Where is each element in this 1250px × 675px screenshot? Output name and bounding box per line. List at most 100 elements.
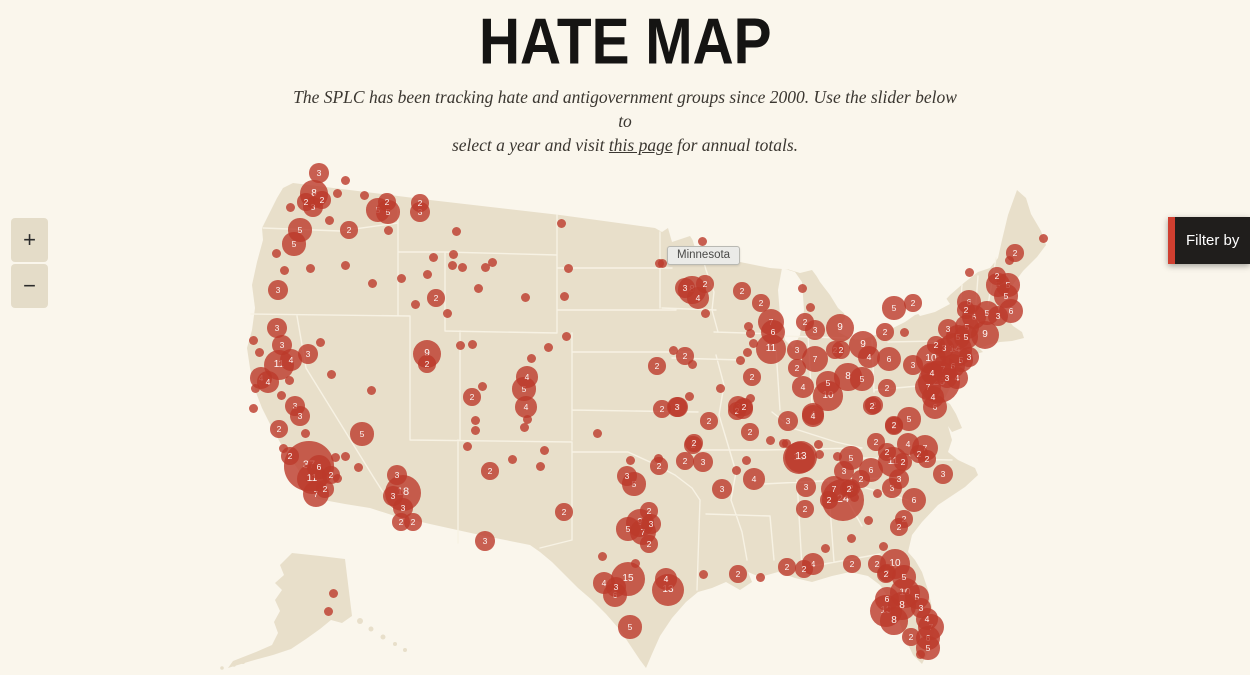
cluster-marker[interactable]: 2 [418, 355, 436, 373]
dot-marker[interactable] [899, 327, 909, 337]
cluster-marker[interactable]: 5 [618, 615, 642, 639]
dot-marker[interactable] [765, 435, 775, 445]
cluster-marker[interactable]: 2 [741, 423, 759, 441]
filter-by-button[interactable]: Filter by [1168, 217, 1250, 264]
dot-marker[interactable] [1038, 233, 1048, 243]
cluster-marker[interactable]: 5 [850, 367, 874, 391]
cluster-marker[interactable]: 3 [393, 498, 413, 518]
dot-marker[interactable] [480, 262, 490, 272]
dot-marker[interactable] [442, 308, 452, 318]
cluster-marker[interactable]: 4 [922, 386, 944, 408]
dot-marker[interactable] [630, 558, 640, 568]
dot-marker[interactable] [668, 345, 678, 355]
dot-marker[interactable] [535, 461, 545, 471]
dot-marker[interactable] [284, 375, 294, 385]
dot-marker[interactable] [457, 262, 467, 272]
dot-marker[interactable] [654, 258, 664, 268]
cluster-marker[interactable]: 2 [902, 628, 920, 646]
dot-marker[interactable] [813, 439, 823, 449]
cluster-marker[interactable]: 2 [463, 388, 481, 406]
cluster-marker[interactable]: 2 [648, 357, 666, 375]
dot-marker[interactable] [700, 308, 710, 318]
cluster-marker[interactable]: 2 [700, 412, 718, 430]
dot-marker[interactable] [559, 291, 569, 301]
dot-marker[interactable] [731, 465, 741, 475]
cluster-marker[interactable]: 5 [954, 325, 978, 349]
cluster-marker[interactable]: 5 [616, 517, 640, 541]
dot-marker[interactable] [814, 449, 824, 459]
cluster-marker[interactable]: 2 [795, 560, 813, 578]
dot-marker[interactable] [805, 302, 815, 312]
dot-marker[interactable] [279, 265, 289, 275]
cluster-marker[interactable]: 3 [387, 465, 407, 485]
cluster-marker[interactable]: 3 [309, 163, 329, 183]
cluster-marker[interactable]: 2 [270, 420, 288, 438]
dot-marker[interactable] [353, 462, 363, 472]
cluster-marker[interactable]: 2 [796, 500, 814, 518]
dot-marker[interactable] [278, 443, 288, 453]
dot-marker[interactable] [330, 452, 340, 462]
cluster-marker[interactable]: 2 [696, 275, 714, 293]
cluster-marker[interactable]: 2 [876, 323, 894, 341]
dot-marker[interactable] [422, 269, 432, 279]
cluster-marker[interactable]: 3 [911, 598, 931, 618]
cluster-marker[interactable]: 3 [796, 477, 816, 497]
cluster-marker[interactable]: 3 [712, 479, 732, 499]
dot-marker[interactable] [332, 473, 342, 483]
dot-marker[interactable] [276, 390, 286, 400]
dot-marker[interactable] [820, 543, 830, 553]
dot-marker[interactable] [470, 425, 480, 435]
cluster-marker[interactable]: 3 [693, 452, 713, 472]
dot-marker[interactable] [625, 455, 635, 465]
cluster-marker[interactable]: 3 [988, 306, 1008, 326]
cluster-marker[interactable]: 2 [894, 453, 912, 471]
cluster-marker[interactable]: 5 [350, 422, 374, 446]
dot-marker[interactable] [735, 355, 745, 365]
dot-marker[interactable] [248, 335, 258, 345]
dot-marker[interactable] [915, 649, 925, 659]
cluster-marker[interactable]: 2 [988, 267, 1006, 285]
cluster-marker[interactable]: 2 [878, 443, 896, 461]
cluster-marker[interactable]: 3 [889, 469, 909, 489]
cluster-marker[interactable]: 3 [617, 466, 637, 486]
cluster-marker[interactable]: 4 [802, 405, 824, 427]
cluster-marker[interactable]: 2 [411, 194, 429, 212]
cluster-marker[interactable]: 6 [874, 586, 900, 612]
cluster-marker[interactable]: 2 [927, 336, 945, 354]
cluster-marker[interactable]: 4 [743, 468, 765, 490]
cluster-marker[interactable]: 2 [957, 301, 975, 319]
cluster-marker[interactable]: 3 [933, 464, 953, 484]
dot-marker[interactable] [332, 188, 342, 198]
dot-marker[interactable] [556, 218, 566, 228]
dot-marker[interactable] [741, 455, 751, 465]
dot-marker[interactable] [543, 342, 553, 352]
dot-marker[interactable] [467, 339, 477, 349]
dot-marker[interactable] [964, 267, 974, 277]
dot-marker[interactable] [507, 454, 517, 464]
cluster-marker[interactable]: 2 [843, 555, 861, 573]
dot-marker[interactable] [1004, 255, 1014, 265]
dot-marker[interactable] [340, 451, 350, 461]
dot-marker[interactable] [328, 588, 338, 598]
cluster-marker[interactable]: 4 [655, 568, 677, 590]
dot-marker[interactable] [522, 414, 532, 424]
dot-marker[interactable] [519, 422, 529, 432]
dot-marker[interactable] [698, 569, 708, 579]
dot-marker[interactable] [520, 292, 530, 302]
cluster-marker[interactable]: 2 [820, 491, 838, 509]
cluster-marker[interactable]: 2 [685, 434, 703, 452]
cluster-marker[interactable]: 5 [816, 371, 840, 395]
cluster-marker[interactable]: 3 [834, 461, 854, 481]
dot-marker[interactable] [451, 226, 461, 236]
cluster-marker[interactable]: 2 [904, 294, 922, 312]
cluster-marker[interactable]: 2 [378, 193, 396, 211]
dot-marker[interactable] [487, 257, 497, 267]
cluster-marker[interactable]: 2 [778, 558, 796, 576]
cluster-marker[interactable]: 4 [257, 371, 279, 393]
cluster-marker[interactable]: 2 [918, 450, 936, 468]
dot-marker[interactable] [872, 488, 882, 498]
dot-marker[interactable] [410, 299, 420, 309]
cluster-marker[interactable]: 3 [475, 531, 495, 551]
cluster-marker[interactable]: 2 [877, 565, 895, 583]
cluster-marker[interactable]: 2 [729, 565, 747, 583]
